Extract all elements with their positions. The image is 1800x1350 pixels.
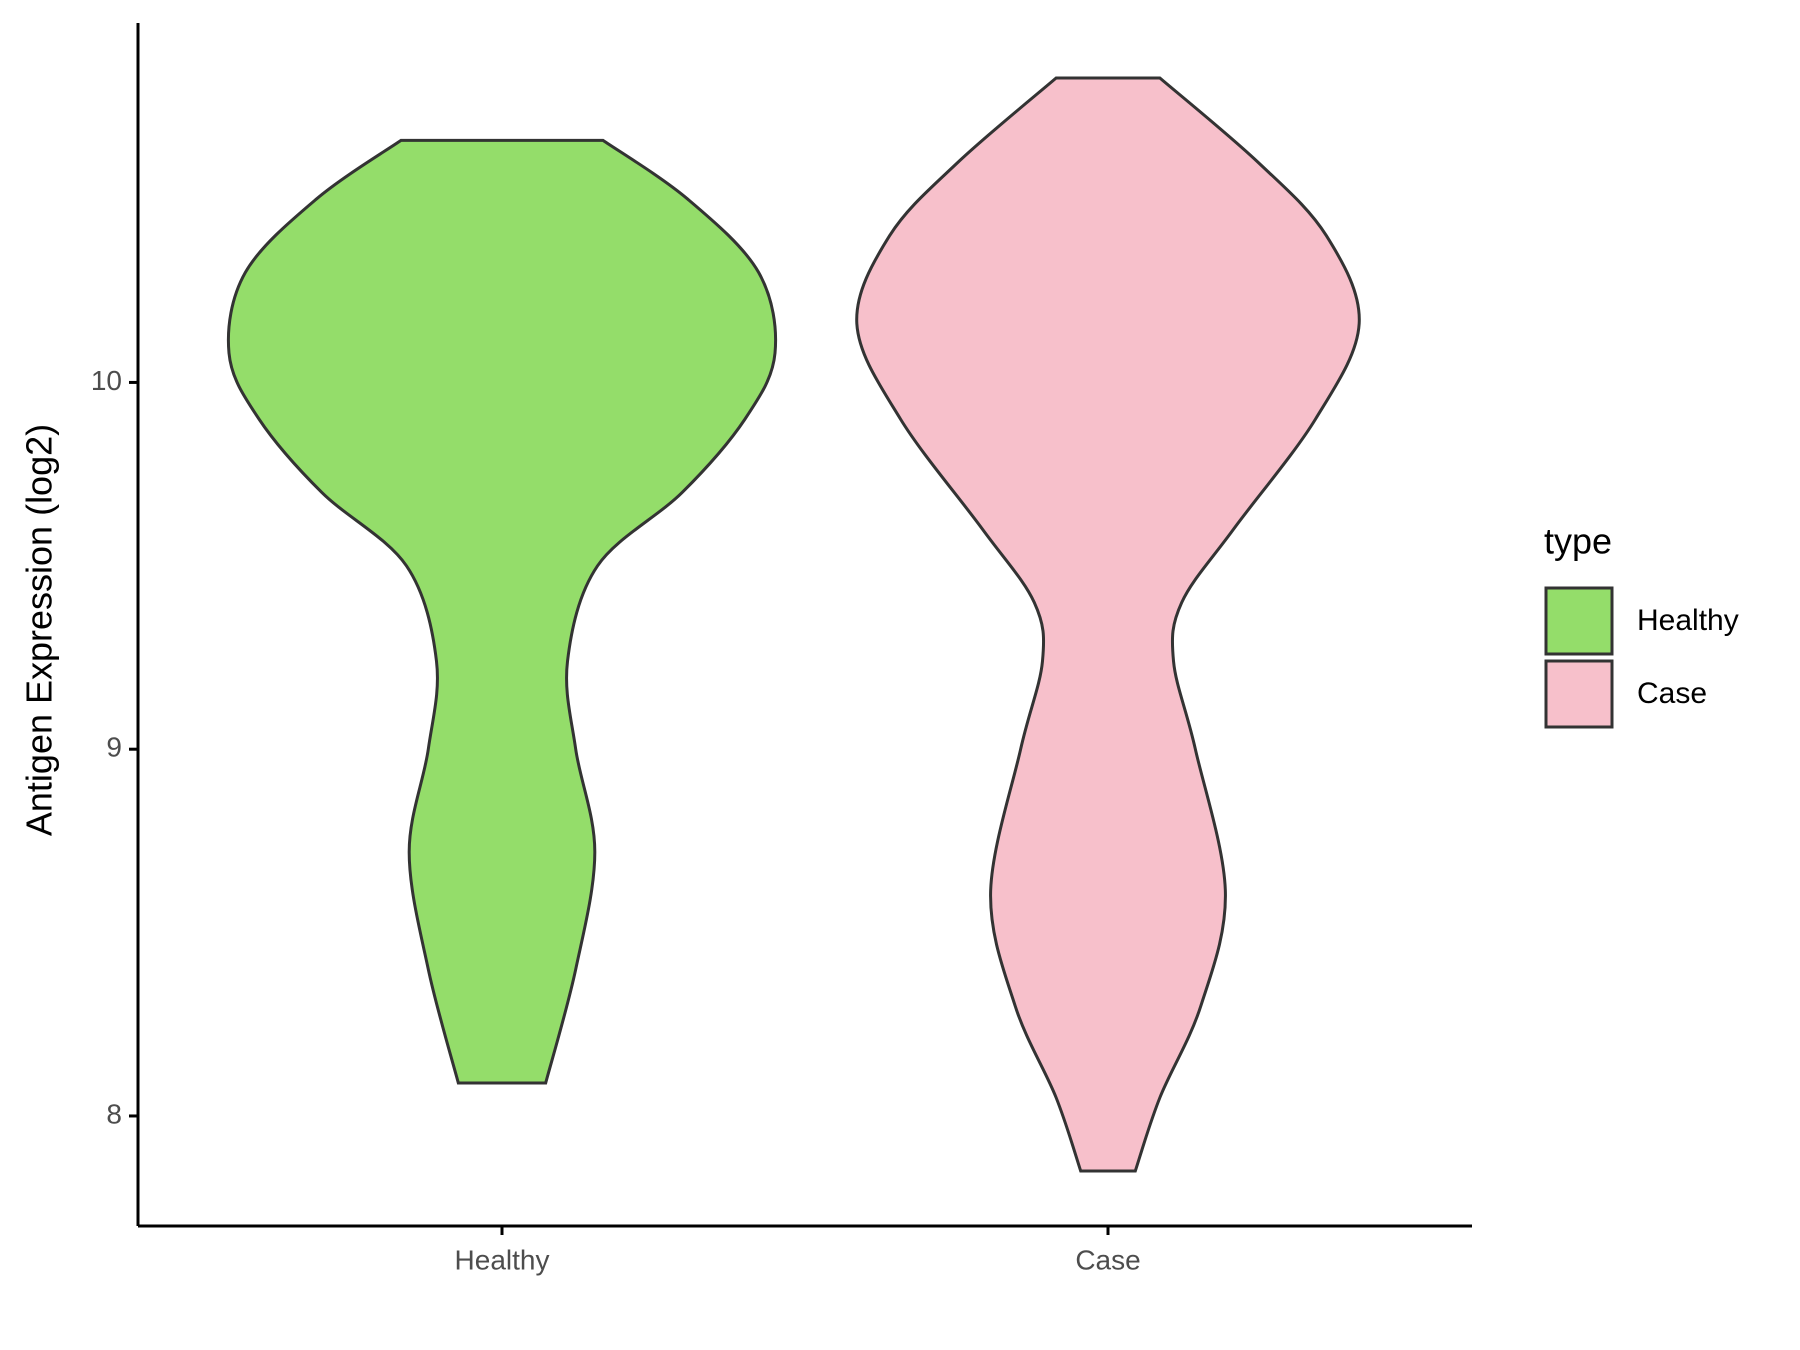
legend-label: Healthy (1637, 604, 1739, 637)
violin (855, 76, 1361, 1173)
legend-key (1544, 659, 1614, 729)
violin (226, 138, 778, 1085)
x-tick-label: Healthy (455, 1244, 550, 1275)
x-tick-label: Case (1075, 1244, 1140, 1275)
legend-label: Case (1637, 677, 1707, 710)
y-tick-label: 9 (106, 732, 122, 763)
y-axis-title: Antigen Expression (log2) (19, 424, 60, 836)
legend-title: type (1544, 521, 1612, 562)
legend-key (1544, 586, 1614, 656)
y-tick-label: 8 (106, 1098, 122, 1129)
y-tick-label: 10 (91, 365, 122, 396)
